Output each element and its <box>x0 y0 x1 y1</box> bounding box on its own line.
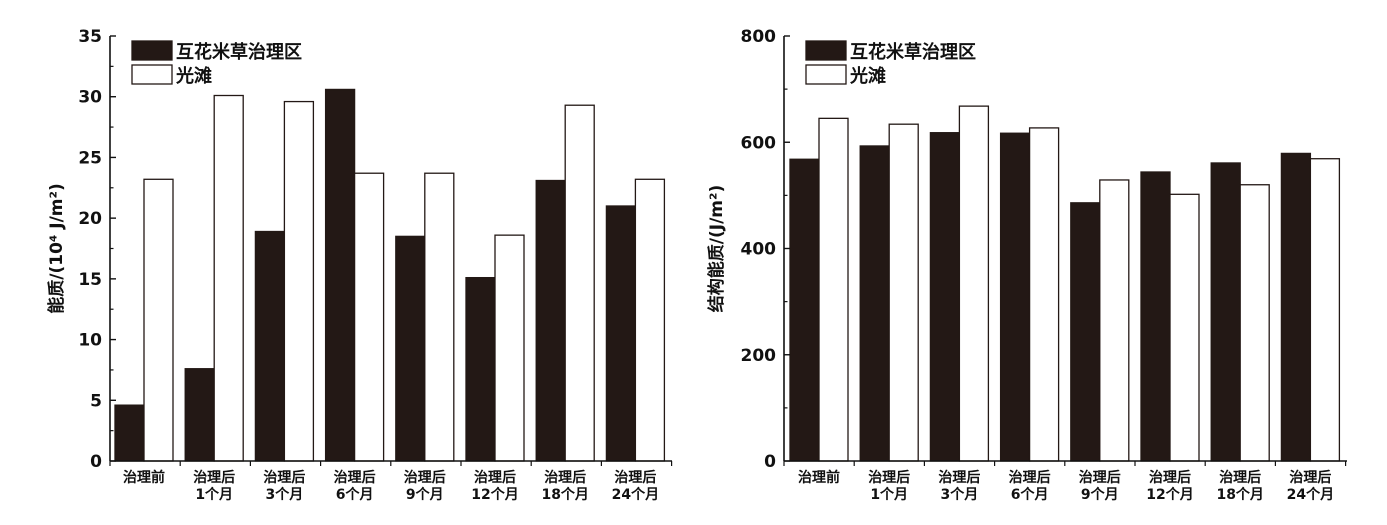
legend-label: 互花米草治理区 <box>850 41 976 63</box>
x-tick-label-line2: 3个月 <box>266 486 304 503</box>
y-axis-label: 能质/(10⁴ J/m²) <box>46 183 67 313</box>
x-tick-label: 治理前 <box>123 469 165 486</box>
x-tick-label: 治理前 <box>798 469 840 486</box>
x-tick-label-line2: 12个月 <box>471 486 518 503</box>
bar-treatment-4 <box>999 132 1031 462</box>
bar-mudflat-7 <box>1239 184 1270 462</box>
x-tick-label-line2: 3个月 <box>941 486 979 503</box>
x-tick-label: 治理后 <box>544 469 586 486</box>
y-tick-label: 600 <box>741 133 777 153</box>
y-tick-label: 800 <box>741 27 777 47</box>
x-tick-label: 治理后 <box>1219 469 1261 486</box>
x-tick-label: 治理后 <box>474 469 516 486</box>
bar-mudflat-8 <box>634 178 666 462</box>
y-tick-label: 0 <box>764 452 776 472</box>
bar-treatment-5 <box>395 235 426 462</box>
y-axis-label: 结构能质/(J/m²) <box>706 185 727 312</box>
x-tick-label-line2: 18个月 <box>1216 486 1263 503</box>
bar-treatment-2 <box>859 145 890 462</box>
bar-treatment-4 <box>324 88 356 462</box>
bar-treatment-7 <box>1210 162 1241 462</box>
bar-mudflat-5 <box>424 172 455 462</box>
x-tick-label-line2: 12个月 <box>1146 486 1193 503</box>
x-tick-label: 治理后 <box>868 469 910 486</box>
legend-swatch <box>805 64 847 85</box>
x-tick-label: 治理后 <box>1149 469 1191 486</box>
x-tick-label-line2: 6个月 <box>1011 486 1049 503</box>
bar-treatment-7 <box>535 179 566 462</box>
legend-swatch <box>805 40 847 61</box>
bar-treatment-6 <box>1140 171 1171 462</box>
x-tick-label-line2: 24个月 <box>1287 486 1334 503</box>
legend-swatch <box>131 64 173 85</box>
legend-swatch <box>131 40 173 61</box>
y-tick-label: 5 <box>90 391 102 411</box>
y-tick-label: 35 <box>78 27 102 47</box>
x-tick-label: 治理后 <box>1289 469 1331 486</box>
x-tick-label-line2: 6个月 <box>336 486 374 503</box>
x-tick-label-line2: 18个月 <box>541 486 588 503</box>
x-tick-label: 治理后 <box>404 469 446 486</box>
x-tick-label-line2: 1个月 <box>195 486 233 503</box>
x-tick-label: 治理后 <box>938 469 980 486</box>
bar-treatment-3 <box>254 230 286 462</box>
y-tick-label: 200 <box>741 346 777 366</box>
x-tick-label-line2: 9个月 <box>1081 486 1119 503</box>
x-tick-label: 治理后 <box>334 469 376 486</box>
y-tick-label: 400 <box>741 240 777 260</box>
bar-mudflat-4 <box>1028 127 1060 462</box>
x-tick-label: 治理后 <box>263 469 305 486</box>
bar-mudflat-8 <box>1309 158 1341 462</box>
bar-mudflat-2 <box>213 94 244 462</box>
y-tick-label: 10 <box>78 331 102 351</box>
legend-label: 光滩 <box>849 65 886 87</box>
bar-mudflat-3 <box>958 105 990 462</box>
x-tick-label: 治理后 <box>1079 469 1121 486</box>
legend-label: 互花米草治理区 <box>176 41 302 63</box>
x-tick-label: 治理后 <box>614 469 656 486</box>
bar-mudflat-5 <box>1099 179 1130 462</box>
y-tick-label: 0 <box>90 452 102 472</box>
bar-mudflat-3 <box>283 100 315 462</box>
bar-mudflat-4 <box>353 172 385 462</box>
y-tick-label: 15 <box>78 270 102 290</box>
x-tick-label-line2: 1个月 <box>870 486 908 503</box>
x-tick-label: 治理后 <box>1009 469 1051 486</box>
y-tick-label: 30 <box>78 88 102 108</box>
y-tick-label: 25 <box>78 148 102 168</box>
bar-treatment-6 <box>465 276 496 462</box>
y-tick-label: 20 <box>78 209 102 229</box>
bar-mudflat-1 <box>143 178 174 462</box>
bar-mudflat-7 <box>564 104 595 462</box>
x-tick-label-line2: 9个月 <box>406 486 444 503</box>
bar-treatment-1 <box>114 404 145 462</box>
bar-mudflat-1 <box>818 117 849 462</box>
x-tick-label-line2: 24个月 <box>612 486 659 503</box>
bar-mudflat-6 <box>1169 193 1200 462</box>
bar-mudflat-6 <box>494 234 525 462</box>
bar-treatment-8 <box>1280 152 1312 462</box>
bar-treatment-8 <box>605 205 637 462</box>
bar-treatment-3 <box>929 132 961 462</box>
bar-treatment-1 <box>789 158 820 462</box>
bar-mudflat-2 <box>888 123 919 462</box>
bar-treatment-2 <box>184 368 215 462</box>
x-tick-label: 治理后 <box>193 469 235 486</box>
legend-label: 光滩 <box>175 65 212 87</box>
bar-treatment-5 <box>1070 202 1101 462</box>
